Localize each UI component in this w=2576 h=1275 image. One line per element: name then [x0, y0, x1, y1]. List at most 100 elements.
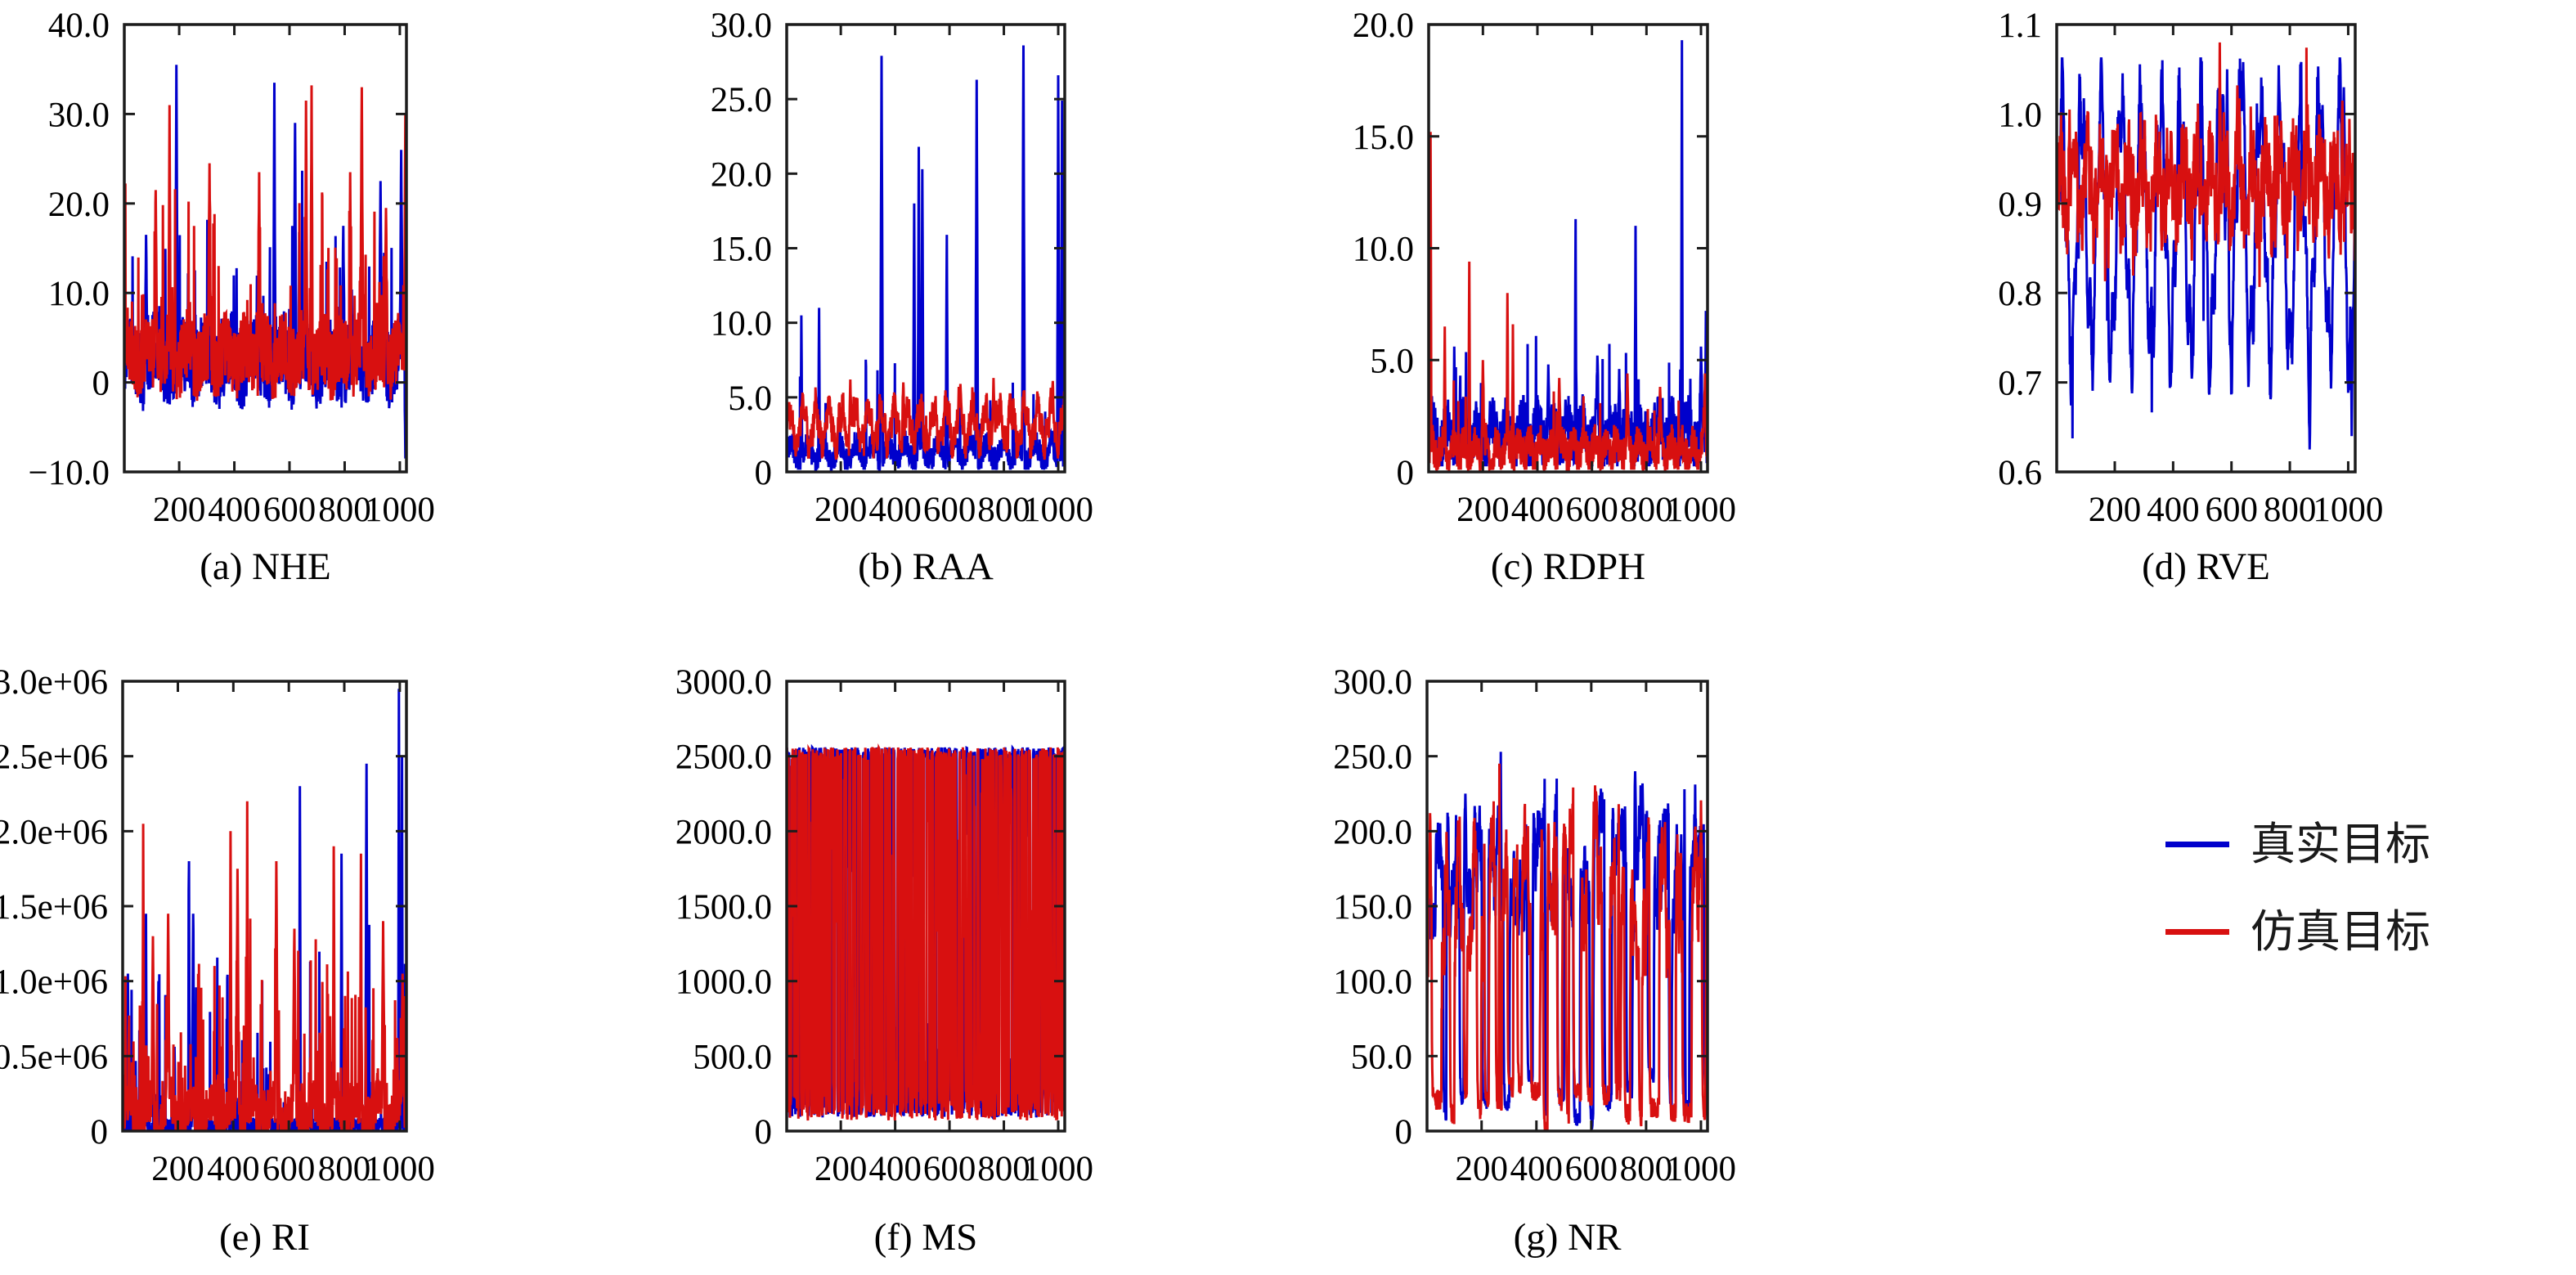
x-tick-label: 1000 — [365, 491, 435, 529]
x-tick-label: 1000 — [2313, 491, 2383, 529]
x-tick-label: 400 — [868, 1150, 922, 1188]
x-tick-label: 400 — [868, 491, 922, 529]
x-tick-label: 200 — [1455, 1150, 1508, 1188]
rve-real-series-line — [2057, 57, 2355, 450]
y-tick-label: 0.5e+06 — [0, 1038, 108, 1076]
y-tick-label: 15.0 — [1353, 119, 1414, 157]
legend-label-real-target: 真实目标 — [2251, 819, 2431, 869]
y-tick-label: 250.0 — [1333, 739, 1412, 777]
x-tick-label: 800 — [2264, 491, 2317, 529]
x-tick-label: 400 — [1510, 1150, 1564, 1188]
y-tick-label: 10.0 — [48, 275, 110, 313]
x-tick-label: 1000 — [1666, 1150, 1736, 1188]
x-tick-label: 800 — [318, 491, 371, 529]
y-tick-label: 0 — [92, 365, 110, 403]
x-tick-label: 1000 — [1023, 491, 1093, 529]
x-tick-label: 1000 — [365, 1150, 435, 1188]
y-tick-label: 30.0 — [48, 96, 110, 134]
x-tick-label: 400 — [1511, 491, 1564, 529]
x-tick-label: 400 — [207, 1150, 260, 1188]
y-tick-label: 1.0 — [1998, 96, 2042, 134]
y-tick-label: 0 — [1395, 1113, 1413, 1152]
y-tick-label: 2500.0 — [675, 739, 772, 777]
axes-box — [2055, 23, 2357, 474]
y-tick-label: 0 — [1397, 454, 1415, 492]
chart-b-caption: (b) RAA — [858, 545, 994, 588]
x-tick-label: 1000 — [1023, 1150, 1093, 1188]
rve-sim-series-line — [2057, 42, 2355, 287]
x-tick-label: 400 — [2147, 491, 2200, 529]
chart-d-rve: 200 400 600 800 1000 1.1 1.0 0.9 0.8 0.7 0.6 (d) R… — [1963, 0, 2576, 622]
y-tick-label: 15.0 — [711, 231, 772, 269]
y-tick-label: 3000.0 — [675, 663, 772, 702]
chart-g-nr: 200 400 600 800 1000 300.0 250.0 200.0 150.0 100.… — [1308, 646, 1963, 1275]
y-tick-label: 0 — [755, 454, 773, 492]
y-tick-label: 10.0 — [711, 305, 772, 343]
x-tick-label: 400 — [208, 491, 261, 529]
x-tick-label: 600 — [923, 1150, 976, 1188]
y-tick-label: 0.9 — [1998, 186, 2042, 224]
x-tick-label: 200 — [815, 491, 868, 529]
legend-item-real-target: 真实目标 — [2165, 822, 2430, 867]
chart-f-caption: (f) MS — [873, 1216, 978, 1259]
y-tick-label: 2.0e+06 — [0, 813, 108, 851]
y-tick-label: 150.0 — [1333, 888, 1412, 927]
y-tick-label: 0 — [755, 1113, 773, 1152]
y-tick-label: 2000.0 — [675, 813, 772, 851]
chart-c-rdph: 200 400 600 800 1000 20.0 15.0 10.0 5.0 0 (c) RDP… — [1308, 0, 1963, 622]
legend-item-sim-target: 仿真目标 — [2165, 909, 2430, 954]
chart-c-caption: (c) RDPH — [1490, 545, 1646, 588]
x-tick-label: 200 — [153, 491, 206, 529]
y-tick-label: 2.5e+06 — [0, 739, 108, 777]
chart-e-ri: 200 400 600 800 1000 3.0e+06 2.5e+06 2.0e+06 1.5… — [0, 646, 654, 1275]
x-tick-label: 600 — [263, 1150, 316, 1188]
sim-target-line-swatch — [2165, 929, 2229, 935]
y-tick-label: 10.0 — [1353, 231, 1414, 269]
y-tick-label: 0.8 — [1998, 275, 2042, 313]
y-tick-label: 1500.0 — [675, 888, 772, 927]
chart-e-caption: (e) RI — [219, 1216, 310, 1259]
legend-label-sim-target: 仿真目标 — [2251, 907, 2431, 957]
y-tick-label: 1.1 — [1998, 7, 2042, 45]
x-tick-label: 600 — [263, 491, 316, 529]
legend: 真实目标 仿真目标 — [2165, 822, 2430, 954]
y-tick-label: 0.7 — [1998, 365, 2042, 403]
axes-box — [123, 23, 408, 474]
y-tick-label: 5.0 — [1370, 342, 1414, 380]
y-tick-label: 1.0e+06 — [0, 963, 108, 1002]
y-tick-label: 1000.0 — [675, 963, 772, 1002]
chart-a-nhe: 200 400 600 800 1000 40.0 30.0 20.0 10.0 0 −10.0 (… — [0, 0, 654, 622]
x-tick-label: 600 — [2205, 491, 2258, 529]
nr-sim-series-line — [1427, 763, 1708, 1131]
rdph-sim-series-line — [1429, 132, 1708, 472]
x-tick-label: 800 — [1620, 491, 1673, 529]
y-tick-label: 0.6 — [1998, 454, 2042, 492]
x-tick-label: 200 — [151, 1150, 204, 1188]
chart-b-raa: 200 400 600 800 1000 30.0 25.0 20.0 15.0 10.0 5.0 0… — [654, 0, 1308, 622]
y-tick-label: 500.0 — [693, 1038, 772, 1076]
x-tick-label: 200 — [1456, 491, 1510, 529]
x-tick-label: 800 — [977, 1150, 1030, 1188]
y-tick-label: 0 — [91, 1113, 109, 1152]
nhe-sim-series-line — [124, 85, 406, 402]
x-tick-label: 600 — [1565, 1150, 1618, 1188]
raa-sim-series-line — [787, 378, 1065, 460]
x-tick-label: 1000 — [1666, 491, 1736, 529]
y-tick-label: 30.0 — [711, 7, 772, 45]
x-tick-label: 600 — [923, 491, 976, 529]
y-tick-label: 200.0 — [1333, 813, 1412, 851]
chart-d-caption: (d) RVE — [2142, 545, 2270, 588]
x-tick-label: 800 — [1620, 1150, 1673, 1188]
x-tick-label: 800 — [318, 1150, 371, 1188]
x-tick-label: 200 — [815, 1150, 868, 1188]
y-tick-label: 100.0 — [1333, 963, 1412, 1002]
ms-sim-series-line — [787, 743, 1065, 1121]
nhe-real-series-line — [124, 65, 406, 459]
